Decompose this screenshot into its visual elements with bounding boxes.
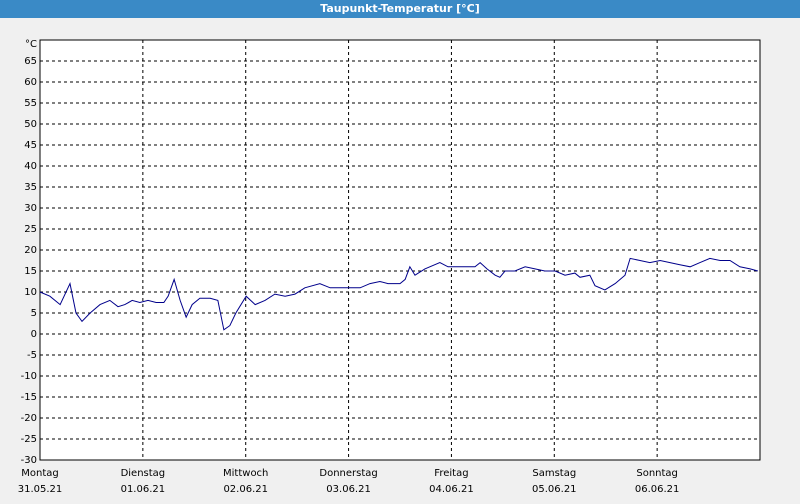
y-tick-label: 5	[31, 308, 37, 319]
x-tick-label: Mittwoch	[223, 468, 268, 479]
x-tick-date: 05.06.21	[532, 484, 577, 495]
y-tick-label: -20	[21, 413, 37, 424]
x-tick-label: Donnerstag	[319, 468, 377, 479]
y-tick-label: 0	[31, 329, 37, 340]
x-tick-label: Samstag	[532, 468, 576, 479]
y-tick-label: 15	[24, 266, 37, 277]
y-tick-label: °C	[25, 39, 37, 50]
y-tick-label: 25	[24, 224, 37, 235]
title-bar	[0, 0, 800, 18]
y-tick-label: -5	[27, 350, 37, 361]
x-tick-date: 06.06.21	[635, 484, 680, 495]
y-tick-label: 40	[24, 161, 37, 172]
y-tick-label: 20	[24, 245, 37, 256]
y-tick-label: 60	[24, 77, 37, 88]
y-tick-label: 55	[24, 98, 37, 109]
y-tick-label: 30	[24, 203, 37, 214]
y-tick-label: -30	[21, 455, 37, 466]
x-tick-label: Sonntag	[636, 468, 678, 479]
y-tick-label: 35	[24, 182, 37, 193]
x-tick-date: 01.06.21	[121, 484, 166, 495]
y-tick-label: 65	[24, 56, 37, 67]
x-tick-date: 04.06.21	[429, 484, 474, 495]
chart-title: Taupunkt-Temperatur [°C]	[320, 2, 480, 15]
x-tick-label: Freitag	[434, 468, 468, 479]
y-tick-label: 10	[24, 287, 37, 298]
x-tick-date: 03.06.21	[326, 484, 371, 495]
y-tick-label: 50	[24, 119, 37, 130]
x-tick-label: Dienstag	[121, 468, 166, 479]
x-tick-date: 31.05.21	[18, 484, 63, 495]
y-tick-label: -10	[21, 371, 37, 382]
y-tick-label: -25	[21, 434, 37, 445]
x-tick-date: 02.06.21	[223, 484, 268, 495]
data-line	[39, 257, 758, 331]
y-tick-label: -15	[21, 392, 37, 403]
y-tick-label: 45	[24, 140, 37, 151]
x-tick-label: Montag	[21, 468, 58, 479]
